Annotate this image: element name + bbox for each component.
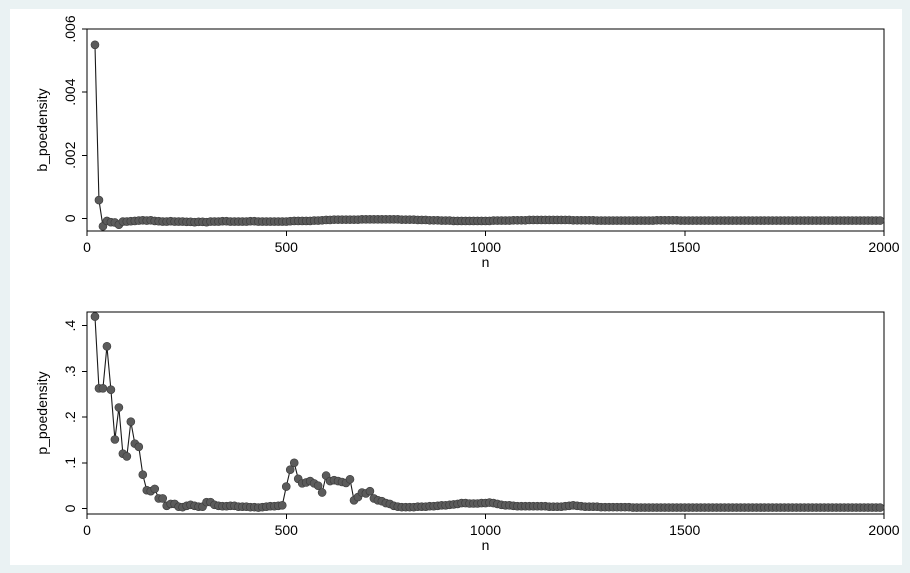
y-tick-label: .1	[62, 457, 78, 469]
data-point	[150, 484, 160, 494]
data-point	[106, 385, 116, 394]
y-tick-label: .004	[62, 78, 78, 105]
data-point	[138, 470, 148, 479]
y-axis-title: b_poedensity	[34, 88, 50, 171]
x-tick-label: 1000	[470, 239, 501, 255]
series-line	[94, 44, 881, 228]
figure: 0 500 1000 1500 2000 n 0 .002 .004 .006 b_poedensi…	[10, 9, 902, 565]
data-point	[158, 494, 168, 503]
data-point	[90, 40, 100, 50]
x-tick-label: 0	[83, 522, 91, 538]
data-point	[122, 452, 132, 461]
y-tick-label: .2	[62, 411, 78, 423]
data-point	[875, 216, 885, 225]
y-tick-label: .3	[62, 365, 78, 377]
x-tick-label: 500	[275, 522, 299, 538]
y-tick-label: 0	[62, 504, 78, 512]
panel-p-poedensity: 0 500 1000 1500 2000 n 0 .1 .2 .3 .4 p_poedensity	[34, 311, 900, 553]
series-line	[94, 316, 881, 509]
data-point	[110, 435, 120, 444]
y-tick-label: .4	[62, 320, 78, 332]
x-tick-label: 500	[275, 239, 299, 255]
y-tick-label: .002	[62, 141, 78, 168]
data-point	[317, 488, 327, 497]
data-point	[285, 465, 295, 474]
panel-b-poedensity: 0 500 1000 1500 2000 n 0 .002 .004 .006 b_poedensi…	[34, 15, 900, 270]
data-point	[98, 384, 108, 393]
plot-frame	[86, 311, 885, 515]
x-axis-title: n	[482, 537, 490, 553]
x-tick-label: 1500	[669, 239, 700, 255]
data-point	[289, 458, 299, 468]
plot-frame	[86, 28, 885, 232]
x-tick-label: 1000	[470, 522, 501, 538]
data-point	[313, 481, 323, 490]
chart-area: 0 500 1000 1500 2000 n 0 .002 .004 .006 b_poedensi…	[34, 15, 900, 553]
data-point	[114, 403, 124, 412]
x-tick-label: 1500	[669, 522, 700, 538]
x-tick-label: 0	[83, 239, 91, 255]
x-axis-title: n	[482, 254, 490, 270]
x-tick-label: 2000	[868, 239, 899, 255]
data-point	[90, 312, 100, 321]
y-tick-label: .006	[62, 15, 78, 42]
data-point	[102, 341, 112, 351]
data-point	[134, 442, 144, 452]
data-point	[126, 417, 136, 426]
y-tick-label: 0	[62, 214, 78, 222]
data-point	[277, 501, 287, 510]
data-point	[94, 195, 104, 205]
data-point	[875, 503, 885, 512]
data-point	[345, 474, 355, 484]
data-point	[365, 486, 375, 496]
y-axis-title: p_poedensity	[34, 371, 50, 454]
x-tick-label: 2000	[868, 522, 899, 538]
data-point	[281, 482, 291, 491]
